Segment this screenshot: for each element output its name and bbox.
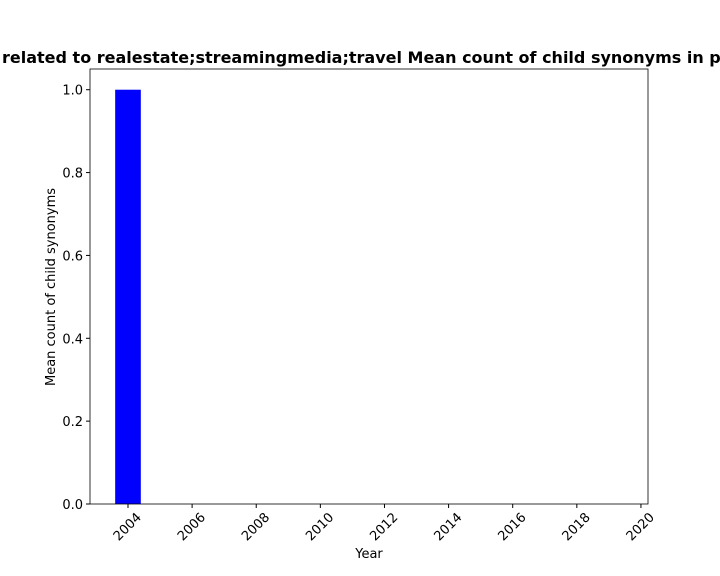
x-axis-label: Year [354, 547, 383, 562]
x-tick-label: 2012 [367, 510, 401, 544]
x-tick-label: 2006 [175, 510, 209, 544]
x-tick-label: 2016 [496, 510, 530, 544]
x-tick-label: 2010 [303, 510, 337, 544]
y-tick-label: 0.6 [62, 249, 83, 264]
y-tick-label: 1.0 [62, 84, 83, 99]
plot-frame [89, 68, 649, 505]
y-axis-label: Mean count of child synonyms [44, 188, 59, 386]
x-tick-label: 2008 [239, 510, 273, 544]
x-tick-label: 2018 [560, 510, 594, 544]
y-tick-label: 0.8 [62, 167, 83, 182]
chart-title: related to realestate;streamingmedia;tra… [2, 48, 720, 67]
x-tick-label: 2014 [431, 510, 465, 544]
x-tick-label: 2004 [111, 510, 145, 544]
y-tick-label: 0.4 [62, 332, 83, 347]
y-tick-label: 0.2 [62, 415, 83, 430]
x-tick-label: 2020 [624, 510, 658, 544]
y-tick-label: 0.0 [62, 498, 83, 513]
bar [115, 89, 141, 504]
